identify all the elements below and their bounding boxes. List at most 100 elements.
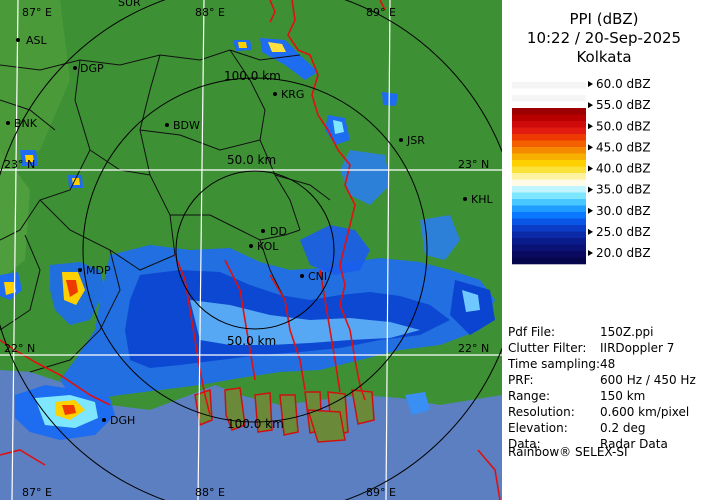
- legend-band: [512, 82, 586, 89]
- footer-credit: Rainbow® SELEX-SI: [508, 445, 628, 459]
- delta-islands: [194, 387, 375, 443]
- city-cni: CNI: [308, 270, 327, 283]
- radar-map-svg: 87° E 88° E 89° E 87° E 88° E 89° E 23° …: [0, 0, 502, 500]
- parameter-key: Clutter Filter:: [508, 341, 587, 355]
- parameter-value: IIRDoppler 7: [600, 341, 675, 355]
- city-khl: KHL: [471, 193, 493, 206]
- lat-label-23-left: 23° N: [4, 158, 35, 171]
- legend-label: 60.0 dBZ: [596, 77, 651, 91]
- legend-tick-icon: [588, 165, 593, 172]
- parameter-value: 48: [600, 357, 616, 371]
- lon-label-87-top: 87° E: [22, 6, 52, 19]
- legend-band: [512, 121, 586, 128]
- legend-band: [512, 257, 586, 265]
- lat-label-23-right: 23° N: [458, 158, 489, 171]
- legend-band: [512, 153, 586, 161]
- range-ring-labels: 100.0 km 50.0 km 50.0 km 100.0 km: [224, 69, 284, 431]
- legend-label: 35.0 dBZ: [596, 183, 651, 197]
- precipitation-echoes: [0, 38, 495, 440]
- parameter-key: Time sampling:: [508, 357, 601, 371]
- city-sur: SUR: [118, 0, 141, 9]
- legend-label: 55.0 dBZ: [596, 98, 651, 112]
- legend-band: [512, 205, 586, 213]
- lon-label-89-bottom: 89° E: [366, 486, 396, 499]
- legend-band: [512, 140, 586, 148]
- city-dgh: DGH: [110, 414, 135, 427]
- lon-label-87-bottom: 87° E: [22, 486, 52, 499]
- legend-band: [512, 218, 586, 226]
- lon-label-88-bottom: 88° E: [195, 486, 225, 499]
- legend-band: [512, 95, 586, 102]
- city-bnk: BNK: [14, 117, 38, 130]
- legend-label: 50.0 dBZ: [596, 119, 651, 133]
- timestamp: 10:22 / 20-Sep-2025: [526, 29, 682, 47]
- legend-band: [512, 166, 586, 174]
- legend-band: [512, 134, 586, 141]
- legend-tick-icon: [588, 250, 593, 256]
- product-title: PPI (dBZ): [569, 10, 639, 28]
- ring-label-50-south: 50.0 km: [227, 334, 276, 348]
- info-panel: PPI (dBZ) 10:22 / 20-Sep-2025 Kolkata 60…: [502, 0, 706, 500]
- parameter-value: 150Z.ppi: [600, 325, 654, 339]
- city-markers: ASL DGP KRG BNK BDW JSR KHL DD KOL MDP C…: [6, 0, 493, 427]
- legend-label: 40.0 dBZ: [596, 162, 651, 176]
- radar-map[interactable]: 87° E 88° E 89° E 87° E 88° E 89° E 23° …: [0, 0, 502, 500]
- legend-band: [512, 251, 586, 258]
- legend-tick-icon: [588, 228, 593, 235]
- legend-band: [512, 238, 586, 245]
- legend-band: [512, 108, 586, 115]
- city-kol: KOL: [257, 240, 279, 253]
- bay-of-bengal: [0, 370, 502, 500]
- ring-label-50-north: 50.0 km: [227, 153, 276, 167]
- city-jsr: JSR: [406, 134, 425, 147]
- parameter-key: Pdf File:: [508, 325, 556, 339]
- legend-label: 20.0 dBZ: [596, 246, 651, 260]
- lon-label-88-top: 88° E: [195, 6, 225, 19]
- color-legend: 60.0 dBZ 55.0 dBZ 50.0 dBZ 45.0 dBZ 40.0 dBZ…: [512, 77, 651, 265]
- legend-labels: 60.0 dBZ 55.0 dBZ 50.0 dBZ 45.0 dBZ 40.0 dBZ…: [588, 77, 651, 260]
- lat-label-22-right: 22° N: [458, 342, 489, 355]
- legend-tick-icon: [588, 81, 593, 87]
- legend-band: [512, 199, 586, 206]
- district-boundaries: [0, 49, 331, 373]
- city-krg: KRG: [281, 88, 304, 101]
- legend-label: 25.0 dBZ: [596, 225, 651, 239]
- parameter-value: Radar Data: [600, 437, 668, 451]
- city-bdw: BDW: [173, 119, 200, 132]
- legend-color-bar: [512, 82, 586, 265]
- lat-lon-grid: [0, 0, 502, 500]
- legend-tick-icon: [588, 186, 593, 193]
- parameter-key: Elevation:: [508, 421, 568, 435]
- city-mdp: MDP: [86, 264, 111, 277]
- range-rings: [0, 0, 502, 500]
- legend-band: [512, 173, 586, 180]
- legend-label: 45.0 dBZ: [596, 140, 651, 154]
- city-dd: DD: [270, 225, 287, 238]
- legend-tick-icon: [588, 102, 593, 109]
- parameter-value: 150 km: [600, 389, 646, 403]
- legend-band: [512, 231, 586, 239]
- lat-label-22-left: 22° N: [4, 342, 35, 355]
- parameter-key: Resolution:: [508, 405, 575, 419]
- legend-band: [512, 114, 586, 122]
- legend-band: [512, 88, 586, 96]
- legend-band: [512, 212, 586, 219]
- legend-tick-icon: [588, 207, 593, 214]
- legend-band: [512, 127, 586, 135]
- legend-band: [512, 186, 586, 193]
- parameter-value: 600 Hz / 450 Hz: [600, 373, 696, 387]
- parameter-value: 0.600 km/pixel: [600, 405, 690, 419]
- legend-band: [512, 192, 586, 200]
- lon-label-89-top: 89° E: [366, 6, 396, 19]
- legend-band: [512, 179, 586, 187]
- city-dgp: DGP: [80, 62, 104, 75]
- parameter-key: Data:: [508, 437, 541, 451]
- legend-band: [512, 244, 586, 252]
- parameter-key: PRF:: [508, 373, 534, 387]
- legend-band: [512, 160, 586, 167]
- legend-tick-icon: [588, 123, 593, 130]
- legend-band: [512, 101, 586, 109]
- legend-tick-icon: [588, 144, 593, 151]
- parameter-key: Range:: [508, 389, 551, 403]
